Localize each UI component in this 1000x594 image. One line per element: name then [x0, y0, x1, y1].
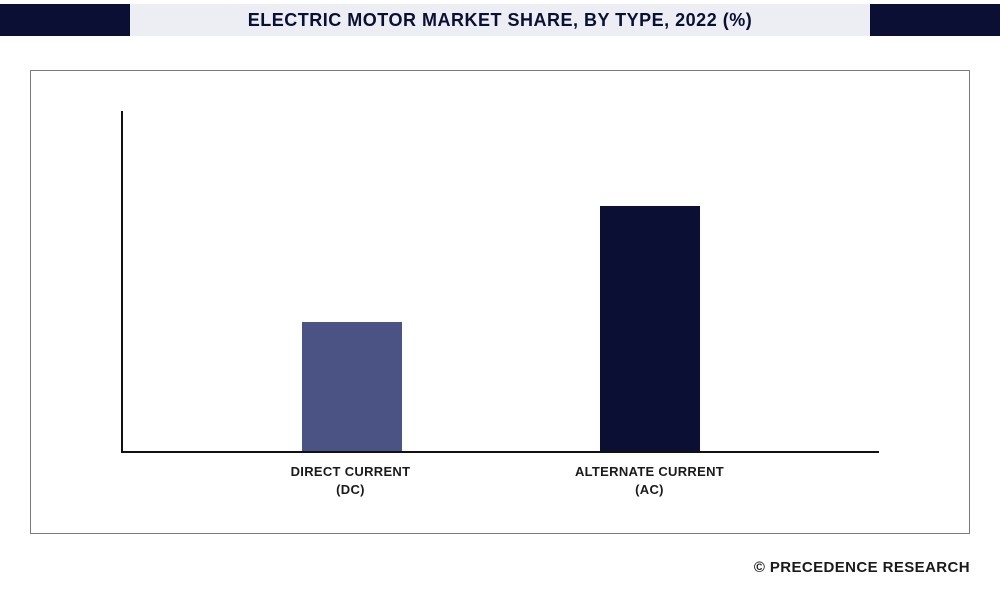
- bar-ac: [600, 206, 700, 451]
- chart-title: ELECTRIC MOTOR MARKET SHARE, BY TYPE, 20…: [248, 10, 752, 31]
- label-dc-line2: (DC): [336, 482, 365, 497]
- title-stripe-left: [0, 4, 130, 36]
- chart-frame: DIRECT CURRENT (DC) ALTERNATE CURRENT (A…: [30, 70, 970, 534]
- bar-wrap-dc: [302, 111, 402, 451]
- label-ac-line2: (AC): [635, 482, 664, 497]
- title-bar: ELECTRIC MOTOR MARKET SHARE, BY TYPE, 20…: [0, 0, 1000, 40]
- bars-container: [123, 111, 879, 451]
- bar-wrap-ac: [600, 111, 700, 451]
- bar-dc: [302, 322, 402, 451]
- label-dc-line1: DIRECT CURRENT: [291, 464, 411, 479]
- label-ac: ALTERNATE CURRENT (AC): [560, 463, 740, 513]
- plot-area: [121, 111, 879, 453]
- title-stripe-right: [870, 4, 1000, 36]
- label-ac-line1: ALTERNATE CURRENT: [575, 464, 724, 479]
- x-labels: DIRECT CURRENT (DC) ALTERNATE CURRENT (A…: [121, 463, 879, 513]
- label-dc: DIRECT CURRENT (DC): [261, 463, 441, 513]
- attribution: © PRECEDENCE RESEARCH: [754, 559, 970, 576]
